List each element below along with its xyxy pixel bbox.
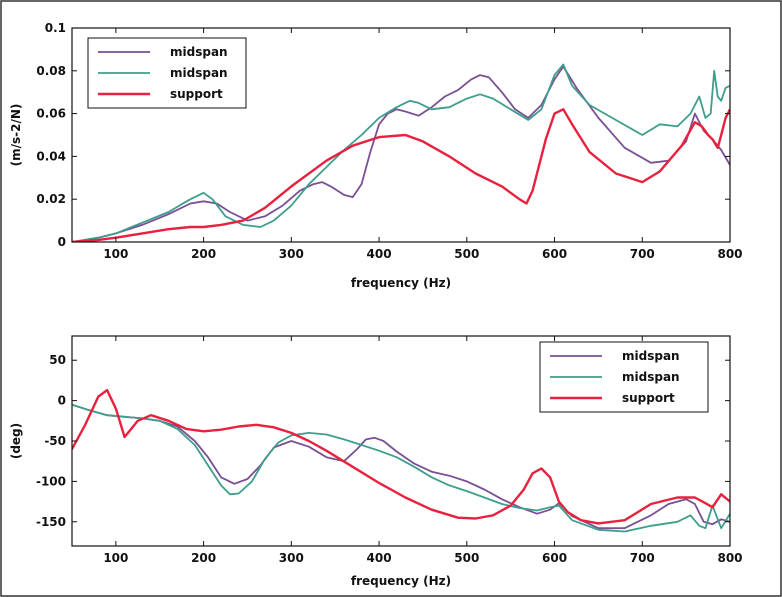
magnitude-y-tick-label: 0.1 [45,21,66,35]
magnitude-x-tick-label: 400 [367,247,392,261]
phase-x-tick-label: 800 [717,551,742,565]
magnitude-legend: midspan midspan support [87,37,247,109]
magnitude-y-axis-label: (m/s-2/N) [9,104,23,167]
phase-series-line-midspan-2 [72,403,730,533]
magnitude-series-line-midspan-1 [72,65,730,242]
magnitude-legend-label-support: support [170,87,223,101]
phase-x-tick-label: 300 [279,551,304,565]
phase-y-tick-label: -50 [44,434,66,448]
phase-legend: midspan midspan support [539,341,709,413]
magnitude-panel: 100 200 300 400 500 600 700 800 0 0.02 0.04 0.06 0.0… [9,21,743,290]
phase-series-line-support [72,388,730,525]
magnitude-y-tick-label: 0.06 [36,107,66,121]
magnitude-x-tick-label: 500 [454,247,479,261]
phase-y-tick-label: 0 [58,394,66,408]
phase-legend-label-midspan-2: midspan [622,370,680,384]
magnitude-axes-frame [71,27,731,243]
magnitude-ticks-layer: 100 200 300 400 500 600 700 800 0 0.02 0.04 0.06 0.0… [36,21,742,261]
phase-y-tick-label: -150 [36,515,66,529]
magnitude-x-axis-label: frequency (Hz) [351,276,451,290]
phase-series-line-midspan-1 [72,403,730,530]
magnitude-y-tick-label: 0 [58,235,66,249]
phase-legend-box [539,341,709,413]
magnitude-x-tick-label: 600 [542,247,567,261]
phase-x-tick-label: 600 [542,551,567,565]
phase-x-tick-label: 500 [454,551,479,565]
phase-legend-label-support: support [622,391,675,405]
magnitude-legend-label-midspan-2: midspan [170,66,228,80]
phase-x-axis-label: frequency (Hz) [351,574,451,588]
magnitude-series-line-support [72,108,730,242]
phase-legend-label-midspan-1: midspan [622,349,680,363]
phase-x-tick-label: 400 [367,551,392,565]
magnitude-y-tick-label: 0.08 [36,64,66,78]
magnitude-y-tick-label: 0.02 [36,192,66,206]
magnitude-series-layer [72,63,730,242]
phase-x-tick-label: 700 [630,551,655,565]
phase-y-tick-label: 50 [49,353,66,367]
phase-x-tick-label: 200 [191,551,216,565]
phase-series-layer [72,388,730,533]
magnitude-x-tick-label: 100 [103,247,128,261]
phase-y-tick-label: -100 [36,474,66,488]
magnitude-y-tick-label: 0.04 [36,149,66,163]
magnitude-legend-label-midspan-1: midspan [170,45,228,59]
magnitude-x-tick-label: 700 [630,247,655,261]
magnitude-x-tick-label: 200 [191,247,216,261]
magnitude-series-line-midspan-2 [72,63,730,242]
phase-x-tick-label: 100 [103,551,128,565]
magnitude-x-tick-label: 300 [279,247,304,261]
phase-y-axis-label: (deg) [9,423,23,459]
magnitude-x-tick-label: 800 [717,247,742,261]
